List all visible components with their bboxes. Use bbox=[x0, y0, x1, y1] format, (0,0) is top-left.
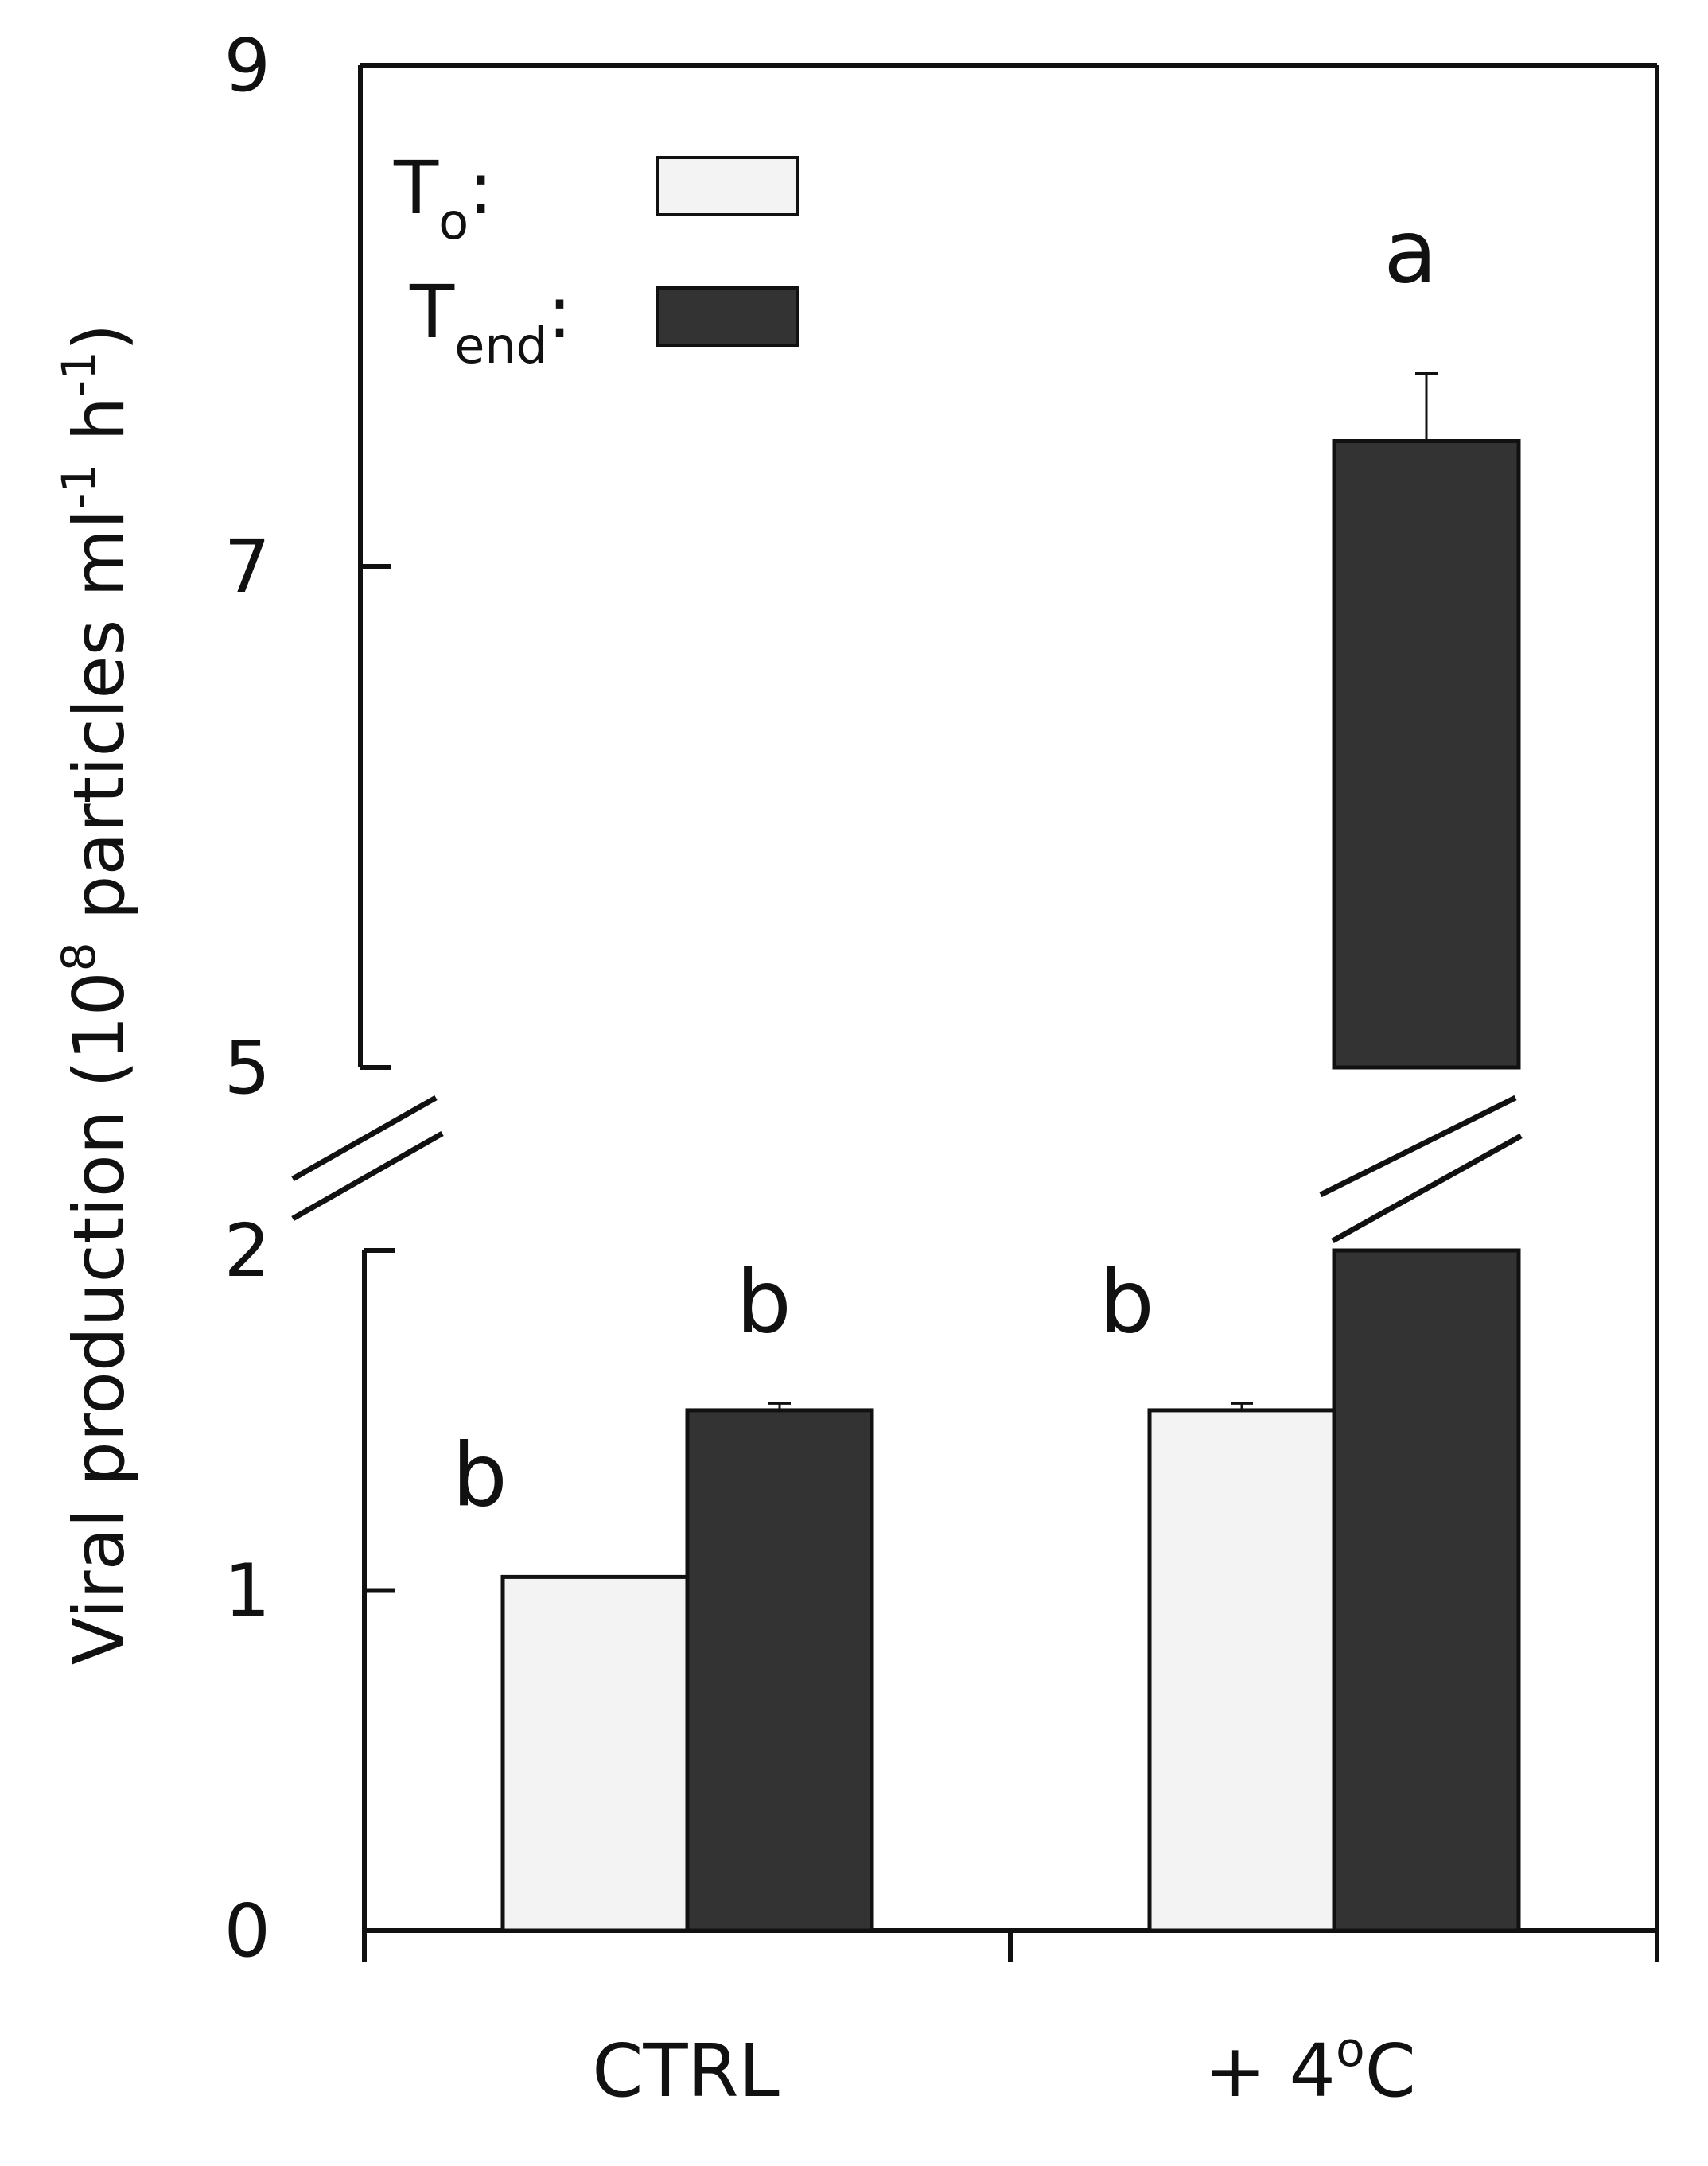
significance-letters: b b b a bbox=[452, 200, 1438, 1526]
axis-break-mark bbox=[291, 1130, 444, 1222]
legend-label-tend: Tend: bbox=[409, 270, 572, 375]
x-tick-label-plus4c: + 4oC bbox=[1204, 2022, 1416, 2114]
bar bbox=[1332, 1248, 1521, 1933]
error-bars bbox=[768, 371, 1438, 1410]
significance-letter: b bbox=[1099, 1250, 1154, 1352]
significance-letter: a bbox=[1383, 200, 1437, 302]
significance-letter: b bbox=[452, 1424, 508, 1526]
axis-break-mark bbox=[1331, 1133, 1523, 1244]
significance-letter: b bbox=[736, 1250, 792, 1352]
y-axis-label: Viral production (108 particles ml-1 h-1… bbox=[52, 324, 140, 1666]
axis-break-mark bbox=[1319, 1095, 1517, 1198]
y-tick-label: 2 bbox=[224, 1208, 270, 1293]
bar bbox=[500, 1574, 690, 1933]
y-tick-label: 5 bbox=[224, 1025, 270, 1110]
axis-break-mark bbox=[291, 1095, 438, 1182]
y-tick-label: 9 bbox=[224, 23, 270, 108]
bar bbox=[1147, 1408, 1336, 1933]
bar bbox=[1332, 439, 1521, 1070]
x-tick-label-ctrl: CTRL bbox=[592, 2028, 780, 2114]
bar bbox=[685, 1408, 874, 1933]
axis-break-marks bbox=[291, 1095, 1523, 1244]
legend-label-to: To: bbox=[393, 146, 493, 251]
y-ticks: 0 1 2 5 7 9 bbox=[224, 23, 395, 1974]
legend-swatch-to bbox=[656, 156, 799, 216]
y-tick-label: 0 bbox=[224, 1888, 270, 1974]
bars bbox=[500, 439, 1521, 1933]
y-tick-label: 1 bbox=[224, 1549, 270, 1634]
y-tick-label: 7 bbox=[224, 524, 270, 609]
legend-swatch-tend bbox=[656, 286, 799, 347]
legend: To: Tend: bbox=[393, 146, 799, 375]
